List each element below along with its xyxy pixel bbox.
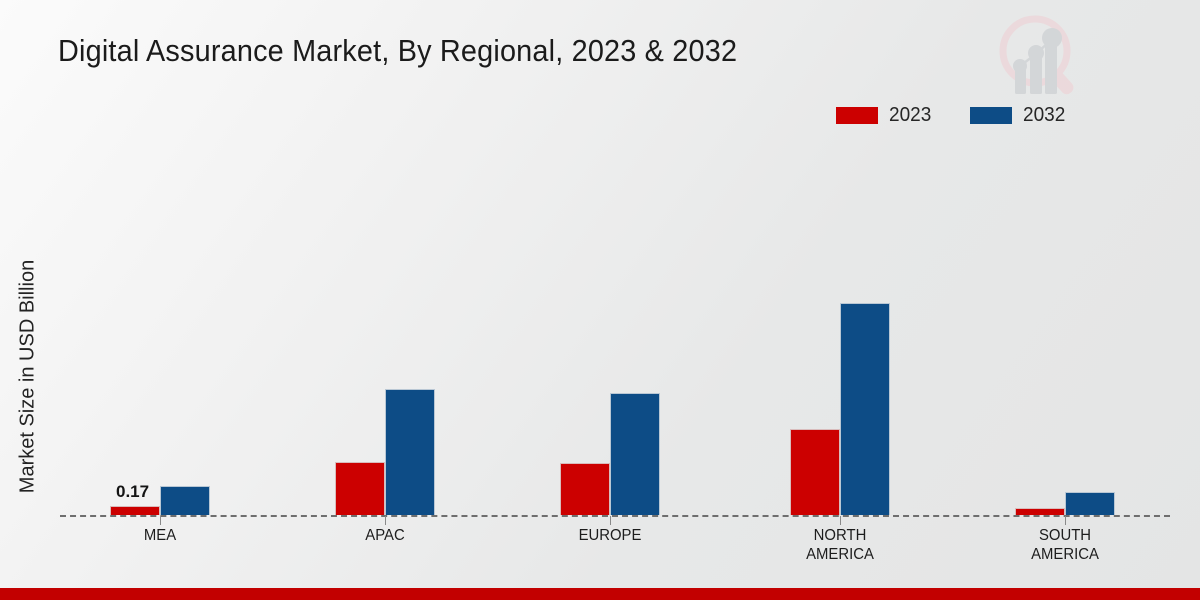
bar-group-mea bbox=[110, 485, 210, 515]
x-axis-tick bbox=[610, 516, 611, 525]
legend-item-2023[interactable]: 2023 bbox=[836, 104, 934, 127]
legend-swatch-2032 bbox=[969, 107, 1012, 124]
x-axis-tick bbox=[840, 516, 841, 525]
x-axis-tick bbox=[1065, 516, 1066, 525]
bar-2032-north-america[interactable] bbox=[840, 302, 890, 515]
x-axis-label-mea: MEA bbox=[143, 527, 177, 544]
bar-2023-apac[interactable] bbox=[335, 461, 385, 515]
legend-item-2032[interactable]: 2032 bbox=[969, 104, 1068, 127]
bar-value-label: 0.17 bbox=[116, 481, 150, 501]
legend-swatch-2023 bbox=[836, 107, 878, 124]
bar-group-north-america bbox=[790, 302, 890, 515]
bar-2023-south-america[interactable] bbox=[1015, 508, 1065, 515]
bar-2023-europe[interactable] bbox=[560, 462, 610, 515]
bar-2032-apac[interactable] bbox=[385, 389, 435, 515]
x-axis-tick bbox=[385, 516, 386, 525]
legend-label-2032: 2032 bbox=[1022, 104, 1065, 126]
y-axis-label: Market Size in USD Billion bbox=[16, 259, 39, 494]
bar-group-south-america bbox=[1015, 491, 1115, 515]
bar-group-apac bbox=[335, 389, 435, 515]
x-axis-label-north-america: NORTH AMERICA bbox=[806, 527, 874, 563]
bar-2032-europe[interactable] bbox=[610, 392, 660, 515]
page-title: Digital Assurance Market, By Regional, 2… bbox=[58, 33, 738, 68]
x-axis-tick bbox=[160, 516, 161, 525]
x-axis-label-apac: APAC bbox=[365, 527, 405, 544]
legend-label-2023: 2023 bbox=[889, 104, 932, 126]
x-axis-label-south-america: SOUTH AMERICA bbox=[1031, 527, 1099, 563]
x-axis-label-europe: EUROPE bbox=[578, 527, 642, 544]
footer-band bbox=[0, 588, 1200, 600]
bar-2032-mea[interactable] bbox=[160, 485, 210, 515]
bar-2023-north-america[interactable] bbox=[790, 428, 840, 515]
bar-group-europe bbox=[560, 392, 660, 515]
chart-legend: 2023 2032 bbox=[836, 104, 1067, 127]
bar-2023-mea[interactable] bbox=[110, 505, 160, 515]
x-axis-baseline bbox=[60, 515, 1170, 517]
bar-2032-south-america[interactable] bbox=[1065, 491, 1115, 515]
